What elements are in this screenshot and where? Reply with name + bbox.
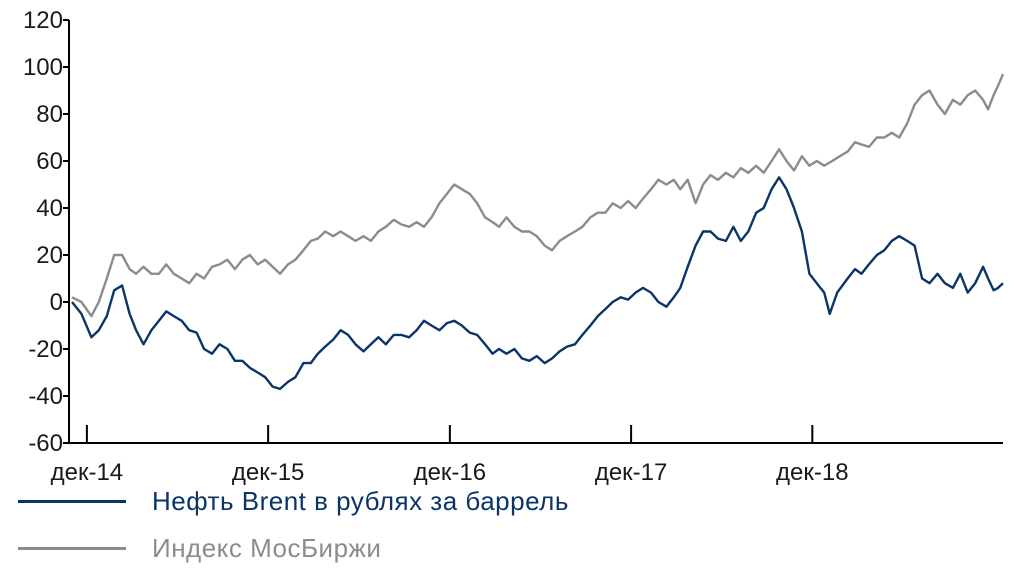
y-tick-label: 40 (36, 195, 63, 222)
y-tick-label: 0 (50, 289, 63, 316)
legend-item-brent: Нефть Brent в рублях за баррель (18, 486, 569, 517)
y-tick-labels: -60 -40 -20 0 20 40 60 80 100 120 (23, 7, 63, 457)
y-tick-label: 20 (36, 242, 63, 269)
y-tick-label: -20 (28, 336, 63, 363)
y-tick-label: 80 (36, 101, 63, 128)
legend-swatch-moex (18, 547, 126, 550)
y-tick-label: -40 (28, 383, 63, 410)
x-tick-label: дек-18 (776, 459, 849, 486)
x-axis-ticks (85, 425, 814, 443)
y-tick-label: -60 (28, 430, 63, 457)
x-tick-label: дек-17 (595, 459, 668, 486)
x-tick-labels: дек-14 дек-15 дек-16 дек-17 дек-18 (51, 459, 849, 486)
legend-swatch-brent (18, 500, 126, 503)
series-line-brent (71, 176, 1004, 391)
x-tick-label: дек-14 (51, 459, 124, 486)
series-layer (71, 73, 1005, 391)
legend-label-brent: Нефть Brent в рублях за баррель (152, 486, 569, 516)
y-tick-label: 120 (23, 7, 63, 34)
y-tick-label: 60 (36, 148, 63, 175)
legend-label-moex: Индекс МосБиржи (152, 533, 382, 563)
x-tick-label: дек-15 (232, 459, 305, 486)
x-tick-label: дек-16 (414, 459, 487, 486)
series-line-moex (71, 73, 1005, 318)
legend-item-moex: Индекс МосБиржи (18, 533, 381, 564)
y-tick-label: 100 (23, 54, 63, 81)
